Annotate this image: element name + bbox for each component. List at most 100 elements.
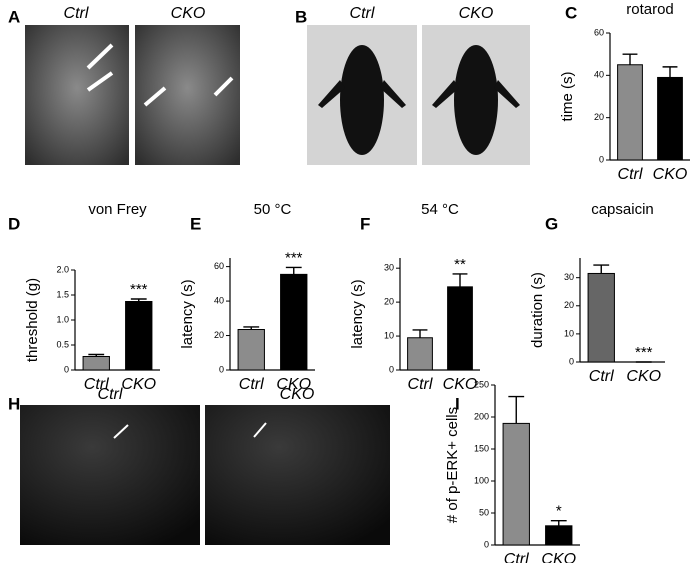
error-bar (285, 266, 302, 275)
chart-title: von Frey (88, 201, 147, 218)
y-tick-label: 2.0 (56, 264, 69, 274)
image-label: Ctrl (98, 386, 123, 403)
y-tick-label: 0 (569, 356, 574, 366)
error-bar (662, 66, 678, 78)
x-tick-label: CKO (653, 166, 688, 183)
y-axis-label: duration (s) (529, 272, 546, 348)
chart-title: rotarod (626, 1, 674, 18)
x-tick-label: Ctrl (239, 376, 264, 393)
panel-label: F (360, 214, 370, 233)
x-tick-label: CKO (121, 376, 156, 393)
image (135, 25, 240, 165)
arrows (113, 422, 267, 439)
panel-label: G (545, 214, 558, 233)
bar (280, 273, 308, 371)
x-tick-label: CKO (276, 376, 311, 393)
y-tick-label: 20 (384, 296, 394, 306)
y-tick-label: 40 (594, 70, 604, 80)
y-tick-label: 20 (214, 330, 224, 340)
error-bar (88, 353, 105, 357)
bar (125, 301, 153, 371)
bar (82, 356, 110, 371)
y-tick-label: 30 (564, 272, 574, 282)
image-label: CKO (171, 5, 206, 22)
y-tick-label: 0.5 (56, 339, 69, 349)
mouse-silhouettes (318, 45, 520, 155)
error-bar (452, 273, 468, 287)
y-tick-label: 250 (474, 379, 489, 389)
y-tick-label: 50 (479, 507, 489, 517)
y-axis-label: # of p-ERK+ cells (444, 407, 461, 523)
y-tick-label: 30 (384, 263, 394, 273)
x-tick-label: CKO (443, 376, 478, 393)
image (25, 25, 129, 165)
image (205, 405, 390, 545)
chart-title: 50 °C (254, 201, 292, 218)
panel-label: I (455, 394, 460, 413)
panel-label: A (8, 7, 20, 26)
significance: ** (454, 256, 466, 273)
x-tick-label: CKO (626, 368, 661, 385)
significance: *** (130, 281, 148, 298)
error-bar (508, 395, 525, 424)
bar (237, 329, 265, 371)
panel-label: B (295, 7, 307, 26)
y-axis-label: threshold (g) (24, 278, 41, 362)
error-bar (412, 329, 428, 338)
y-tick-label: 20 (564, 300, 574, 310)
y-tick-label: 150 (474, 443, 489, 453)
y-tick-label: 1.0 (56, 314, 69, 324)
error-bar (243, 326, 260, 330)
error-bar (550, 519, 567, 526)
bar (545, 525, 573, 546)
image-label: CKO (280, 386, 315, 403)
y-tick-label: 0 (64, 364, 69, 374)
image (20, 405, 200, 545)
error-bar (622, 53, 638, 65)
significance: *** (285, 249, 303, 266)
y-axis-label: time (s) (559, 72, 576, 122)
significance: * (556, 503, 562, 520)
image-label: Ctrl (64, 5, 89, 22)
y-tick-label: 0 (219, 364, 224, 374)
panel-label: C (565, 3, 577, 22)
x-tick-label: Ctrl (589, 368, 614, 385)
y-tick-label: 40 (214, 295, 224, 305)
y-tick-label: 0 (599, 154, 604, 164)
y-tick-label: 0 (389, 364, 394, 374)
chart-title: capsaicin (591, 201, 654, 218)
bar (407, 337, 433, 371)
bar (447, 286, 473, 371)
y-tick-label: 100 (474, 475, 489, 485)
y-tick-label: 10 (384, 330, 394, 340)
y-tick-label: 60 (594, 27, 604, 37)
y-tick-label: 60 (214, 261, 224, 271)
panel-label: E (190, 214, 201, 233)
x-tick-label: Ctrl (504, 551, 529, 563)
y-axis-label: latency (s) (349, 279, 366, 348)
bar (617, 64, 643, 161)
image-label: CKO (459, 5, 494, 22)
significance: *** (635, 344, 653, 361)
y-tick-label: 0 (484, 539, 489, 549)
image-label: Ctrl (350, 5, 375, 22)
x-tick-label: Ctrl (84, 376, 109, 393)
x-tick-label: CKO (541, 551, 576, 563)
error-bar (130, 298, 147, 302)
chart-title: 54 °C (421, 201, 459, 218)
x-tick-label: Ctrl (618, 166, 643, 183)
y-tick-label: 1.5 (56, 289, 69, 299)
bar (502, 422, 530, 546)
y-tick-label: 200 (474, 411, 489, 421)
panel-label: D (8, 214, 20, 233)
x-tick-label: Ctrl (408, 376, 433, 393)
y-axis-label: latency (s) (179, 279, 196, 348)
bar (657, 76, 683, 161)
y-tick-label: 10 (564, 328, 574, 338)
arrows (86, 43, 234, 107)
bar (587, 272, 615, 363)
panel-label: H (8, 394, 20, 413)
y-tick-label: 20 (594, 112, 604, 122)
error-bar (593, 264, 610, 274)
